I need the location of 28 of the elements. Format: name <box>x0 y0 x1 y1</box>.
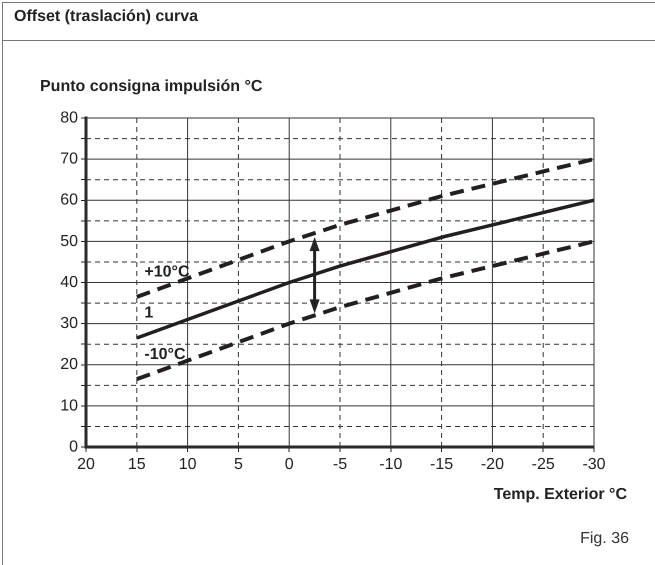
y-tick-label: 10 <box>60 397 78 414</box>
y-tick-label: 0 <box>69 438 78 456</box>
series-label: -10°C <box>144 346 186 363</box>
y-tick-label: 50 <box>60 232 78 250</box>
x-tick-label: 15 <box>128 456 146 474</box>
y-tick-label: 70 <box>60 150 78 168</box>
x-tick-label: -5 <box>332 456 348 474</box>
x-tick-label: -20 <box>480 456 504 474</box>
x-tick-label: 20 <box>77 456 95 474</box>
y-tick-label: 30 <box>60 315 78 332</box>
caption: Fig. 36 <box>580 530 629 548</box>
x-tick-label: 10 <box>178 456 197 474</box>
x-tick-label: 0 <box>284 456 294 474</box>
x-tick-label: -25 <box>532 456 555 474</box>
x-tick-label: -10 <box>379 456 402 474</box>
x-tick-label: 5 <box>234 456 243 474</box>
x-tick-label: -30 <box>582 456 606 474</box>
y-tick-label: 60 <box>60 192 78 209</box>
chart-title: Offset (traslación) curva <box>14 8 198 26</box>
y-tick-label: 40 <box>60 274 78 291</box>
x-tick-label: -15 <box>430 456 454 474</box>
x-axis-title: Temp. Exterior °C <box>494 486 627 504</box>
y-tick-label: 80 <box>60 109 78 126</box>
y-tick-label: 20 <box>60 356 78 374</box>
series-label: 1 <box>144 304 154 322</box>
y-axis-title: Punto consigna impulsión °C <box>40 78 262 96</box>
line-series <box>134 157 594 299</box>
line-series <box>134 239 594 382</box>
